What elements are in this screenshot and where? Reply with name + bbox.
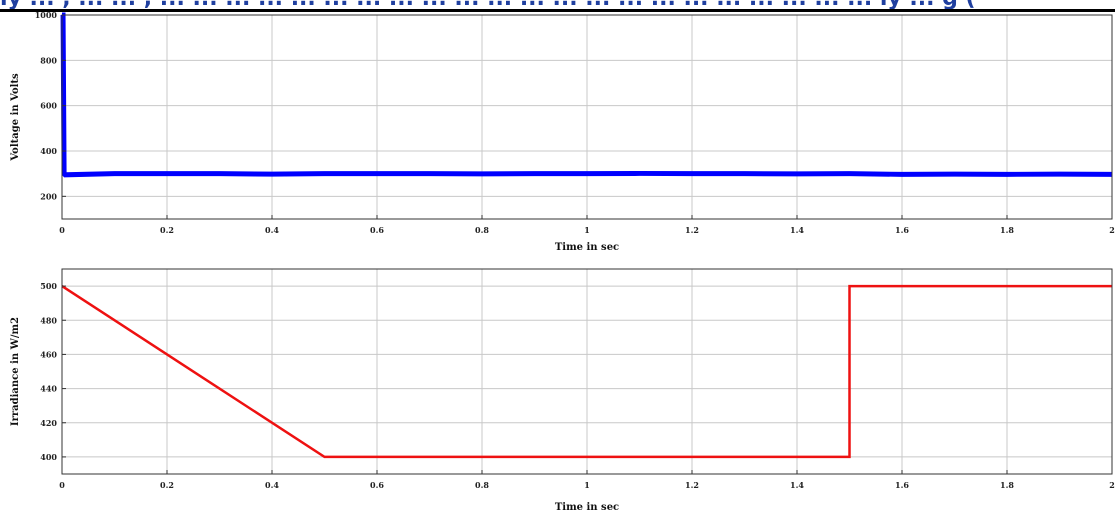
x-tick-label: 1.2: [685, 480, 699, 490]
y-tick-label: 400: [40, 146, 57, 156]
x-tick-label: 0.4: [265, 225, 279, 235]
series-line: [61, 284, 1112, 459]
x-tick-label: 0.6: [370, 480, 384, 490]
y-tick-label: 440: [40, 384, 57, 394]
x-tick-label: 2: [1109, 225, 1115, 235]
y-tick-label: 800: [40, 55, 57, 65]
x-tick-label: 1.6: [895, 480, 909, 490]
y-tick-label: 420: [40, 418, 57, 428]
y-tick-label: 600: [40, 101, 57, 111]
x-tick-label: 0.6: [370, 225, 384, 235]
x-tick-label: 1.4: [790, 225, 804, 235]
y-axis-label: Voltage in Volts: [10, 73, 21, 162]
x-tick-label: 0.2: [160, 480, 174, 490]
y-tick-label: 480: [40, 315, 57, 325]
x-tick-label: 1.2: [685, 225, 699, 235]
x-tick-label: 1: [584, 480, 590, 490]
x-tick-label: 2: [1109, 480, 1115, 490]
x-tick-label: 1.6: [895, 225, 909, 235]
header-rule: [0, 9, 1115, 12]
y-tick-label: 200: [40, 191, 57, 201]
x-axis-label: Time in sec: [555, 502, 619, 513]
x-axis-label: Time in sec: [555, 242, 619, 253]
series-line: [62, 14, 1113, 176]
x-tick-label: 1.8: [1000, 480, 1014, 490]
x-tick-label: 1.4: [790, 480, 804, 490]
x-tick-label: 0: [59, 480, 65, 490]
x-tick-label: 0.8: [475, 480, 489, 490]
x-tick-label: 0.4: [265, 480, 279, 490]
x-tick-label: 0: [59, 225, 65, 235]
x-tick-label: 0.2: [160, 225, 174, 235]
x-tick-label: 1.8: [1000, 225, 1014, 235]
y-axis-label: Irradiance in W/m2: [10, 317, 21, 426]
cropped-header-strip: ly ... , ... ... , ... ... ... ... ... .…: [0, 0, 1115, 9]
y-tick-label: 500: [40, 281, 57, 291]
y-tick-label: 460: [40, 349, 57, 359]
x-tick-label: 0.8: [475, 225, 489, 235]
y-tick-label: 1000: [35, 10, 58, 20]
cropped-header-text: ly ... , ... ... , ... ... ... ... ... .…: [0, 0, 976, 9]
y-tick-label: 400: [40, 452, 57, 462]
x-tick-label: 1: [584, 225, 590, 235]
